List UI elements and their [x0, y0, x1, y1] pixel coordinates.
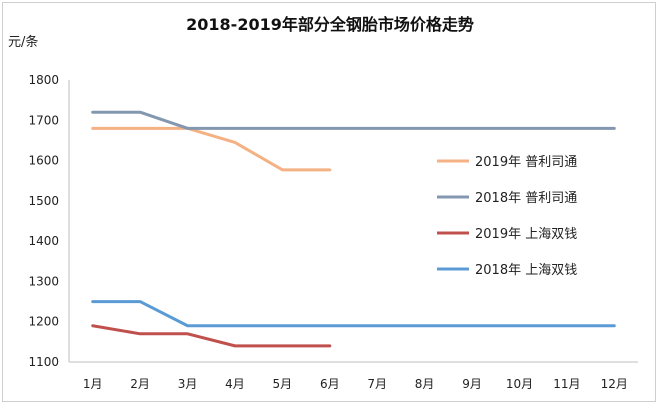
y-tick-label: 1700: [28, 113, 59, 127]
series-line-4: [91, 300, 616, 328]
y-tick-label: 1200: [28, 315, 59, 329]
y-axis-unit-label: 元/条: [8, 34, 38, 50]
chart-title: 2018-2019年部分全钢胎市场价格走势: [186, 15, 474, 34]
y-tick-label: 1500: [28, 194, 59, 208]
y-tick-label: 1100: [28, 355, 59, 369]
legend-label: 2018年 普利司通: [475, 191, 577, 206]
series-line-1: [91, 126, 332, 172]
legend-label: 2019年 普利司通: [475, 155, 577, 170]
x-tick-label: 3月: [178, 377, 198, 391]
y-tick-label: 1400: [28, 234, 59, 248]
x-tick-label: 7月: [367, 377, 387, 391]
x-tick-label: 2月: [130, 377, 150, 391]
x-axis-ticks: 1月 2月 3月 4月 5月 6月 7月 8月 9月 10月 11月 12月: [83, 377, 628, 391]
y-tick-label: 1600: [28, 154, 59, 168]
x-tick-label: 5月: [273, 377, 293, 391]
y-tick-label: 1300: [28, 274, 59, 288]
x-tick-label: 6月: [320, 377, 340, 391]
legend: 2019年 普利司通 2018年 普利司通 2019年 上海双钱 2018年 上海双钱: [437, 155, 577, 278]
legend-label: 2018年 上海双钱: [475, 263, 577, 278]
chart-frame: [2, 2, 656, 402]
x-tick-label: 10月: [506, 377, 533, 391]
x-tick-label: 9月: [462, 377, 482, 391]
series-line-3: [91, 324, 332, 348]
x-tick-label: 11月: [553, 377, 580, 391]
y-tick-label: 1800: [28, 73, 59, 87]
x-tick-label: 1月: [83, 377, 103, 391]
series-line-2: [91, 110, 616, 130]
legend-label: 2019年 上海双钱: [475, 227, 577, 242]
x-tick-label: 4月: [225, 377, 245, 391]
x-tick-label: 12月: [601, 377, 628, 391]
series-lines: [91, 110, 616, 348]
y-axis-ticks: 1100 1200 1300 1400 1500 1600 1700 1800: [28, 73, 59, 369]
x-tick-label: 8月: [415, 377, 435, 391]
